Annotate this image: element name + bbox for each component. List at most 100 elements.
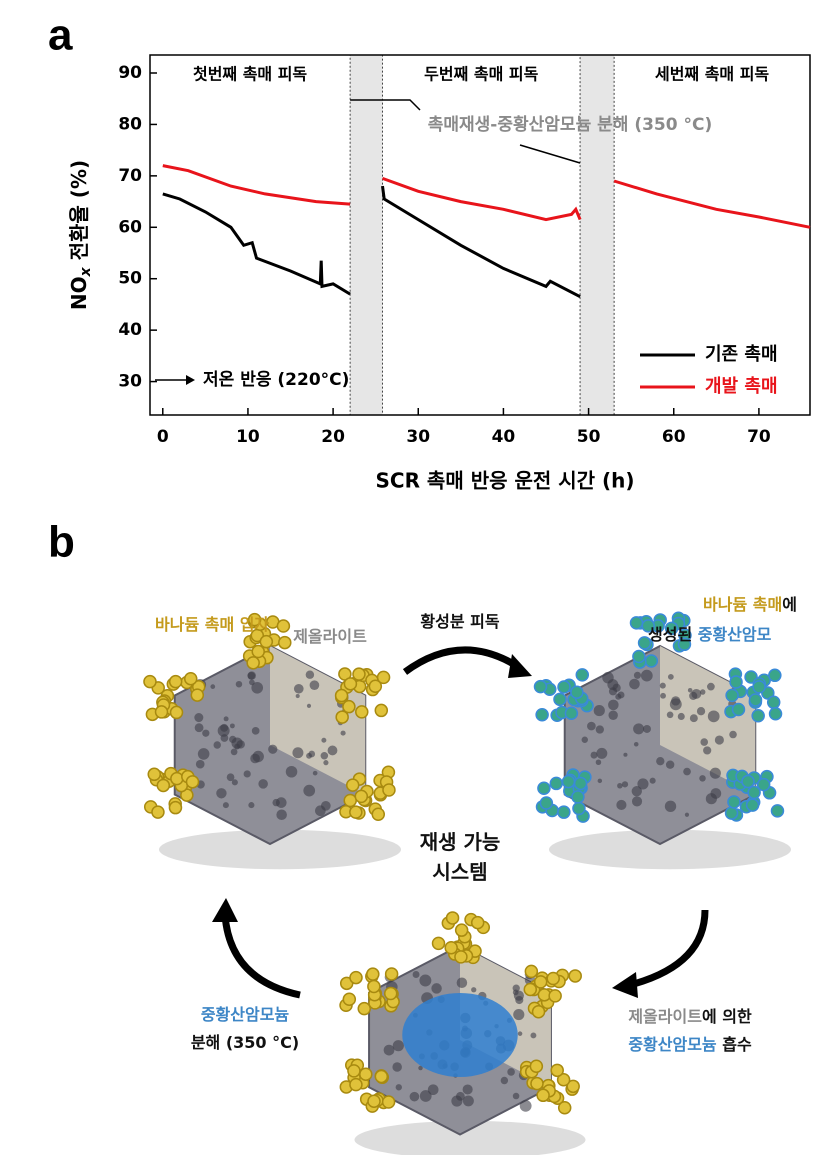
pore xyxy=(608,699,619,711)
pore xyxy=(677,712,685,720)
catalyst-sphere xyxy=(151,805,165,819)
x-tick-label: 10 xyxy=(236,427,260,447)
pore xyxy=(623,752,628,757)
catalyst-sphere xyxy=(533,975,548,989)
catalyst-sphere xyxy=(549,776,564,791)
catalyst-sphere xyxy=(366,967,380,981)
zeolite-face xyxy=(270,646,366,795)
pore xyxy=(597,778,603,784)
pore xyxy=(431,983,442,994)
diagram-label: 바나듐 촉매 입자 xyxy=(155,615,269,634)
pore xyxy=(293,683,304,694)
catalyst-sphere xyxy=(342,699,356,714)
pore xyxy=(308,750,316,758)
catalyst-sphere xyxy=(343,793,357,808)
catalyst-sphere xyxy=(367,1094,381,1108)
pore xyxy=(587,721,596,731)
series-line xyxy=(162,164,811,229)
catalyst-sphere xyxy=(564,706,579,720)
label-part: 흡수 xyxy=(717,1035,752,1054)
pore xyxy=(640,669,653,682)
pore xyxy=(217,724,230,737)
chart-a: 0 10 20 30 40 50 60 70 30 40 50 60 70 80 90 SCR 촉매 반응 운… xyxy=(67,54,811,493)
pore xyxy=(629,678,640,690)
pore xyxy=(395,1084,402,1091)
catalyst-sphere xyxy=(523,982,538,997)
label-part: 중황산암모늄 xyxy=(201,1005,290,1024)
pore xyxy=(340,730,346,736)
catalyst-sphere xyxy=(334,688,349,703)
low-temp-label: 저온 반응 (220°C) xyxy=(203,370,349,390)
pore xyxy=(315,805,326,817)
pore xyxy=(276,809,287,821)
catalyst-sphere xyxy=(168,800,183,815)
diagram-label: 생성된 중황산암모 xyxy=(648,625,772,644)
catalyst-sphere xyxy=(557,680,571,694)
x-tick-label: 40 xyxy=(492,427,516,447)
pore xyxy=(631,796,643,807)
absorbed-core xyxy=(402,993,518,1077)
pore xyxy=(665,760,675,769)
catalyst-sphere xyxy=(536,1088,550,1103)
pore xyxy=(231,779,238,786)
pore xyxy=(642,724,651,733)
pore xyxy=(235,680,243,688)
pore xyxy=(251,726,260,735)
pore xyxy=(251,681,264,694)
catalyst-sphere xyxy=(470,915,485,930)
catalyst-sphere xyxy=(143,674,157,689)
x-tick-label: 60 xyxy=(662,427,686,447)
pore xyxy=(249,679,255,686)
diagram-label: 분해 (350 °C) xyxy=(191,1033,299,1052)
label-part: 재생 가능 xyxy=(420,830,501,854)
catalyst-sphere xyxy=(553,692,567,707)
pore xyxy=(383,1044,395,1056)
pore xyxy=(195,759,205,769)
pore xyxy=(683,767,691,776)
x-tick-label: 30 xyxy=(406,427,430,447)
catalyst-sphere xyxy=(349,1077,363,1092)
catalyst-sphere xyxy=(169,705,184,720)
series-line xyxy=(162,185,581,299)
catalyst-sphere xyxy=(454,950,468,964)
pore xyxy=(666,711,674,719)
pore xyxy=(512,1092,520,1100)
catalyst-sphere xyxy=(190,688,205,702)
catalyst-sphere xyxy=(751,709,765,723)
pore xyxy=(667,673,674,680)
catalyst-sphere xyxy=(347,1064,361,1078)
catalyst-sphere xyxy=(745,798,760,812)
pore xyxy=(707,682,715,691)
catalyst-sphere xyxy=(568,969,582,983)
catalyst-sphere xyxy=(752,680,766,694)
pore xyxy=(595,725,604,734)
pore xyxy=(285,765,298,778)
pore xyxy=(392,1062,402,1072)
diagram-label: 중황산암모늄 흡수 xyxy=(628,1035,752,1054)
catalyst-sphere xyxy=(343,677,358,691)
catalyst-sphere xyxy=(185,775,200,789)
pore xyxy=(710,788,722,799)
pore xyxy=(197,748,210,760)
label-part: 제올라이트 xyxy=(293,627,367,646)
catalyst-sphere xyxy=(156,778,171,793)
y-tick-label: 80 xyxy=(118,114,142,134)
regeneration-label: 촉매재생-중황산암모늄 분해 (350 °C) xyxy=(428,115,713,135)
catalyst-sphere xyxy=(352,667,366,681)
pore xyxy=(222,802,229,809)
pore xyxy=(427,1084,439,1096)
catalyst-sphere xyxy=(571,790,585,804)
pore xyxy=(323,760,329,766)
pore xyxy=(656,757,665,766)
catalyst-sphere xyxy=(247,612,262,627)
pore xyxy=(216,788,227,799)
zeolite-face xyxy=(660,646,756,795)
pore xyxy=(596,747,608,759)
regeneration-band xyxy=(579,54,615,416)
pore xyxy=(305,670,315,679)
catalyst-sphere xyxy=(557,805,571,819)
pore xyxy=(530,1032,537,1039)
label-part: 에 의한 xyxy=(702,1007,752,1026)
x-tick-label: 50 xyxy=(577,427,601,447)
catalyst-sphere xyxy=(147,767,161,782)
